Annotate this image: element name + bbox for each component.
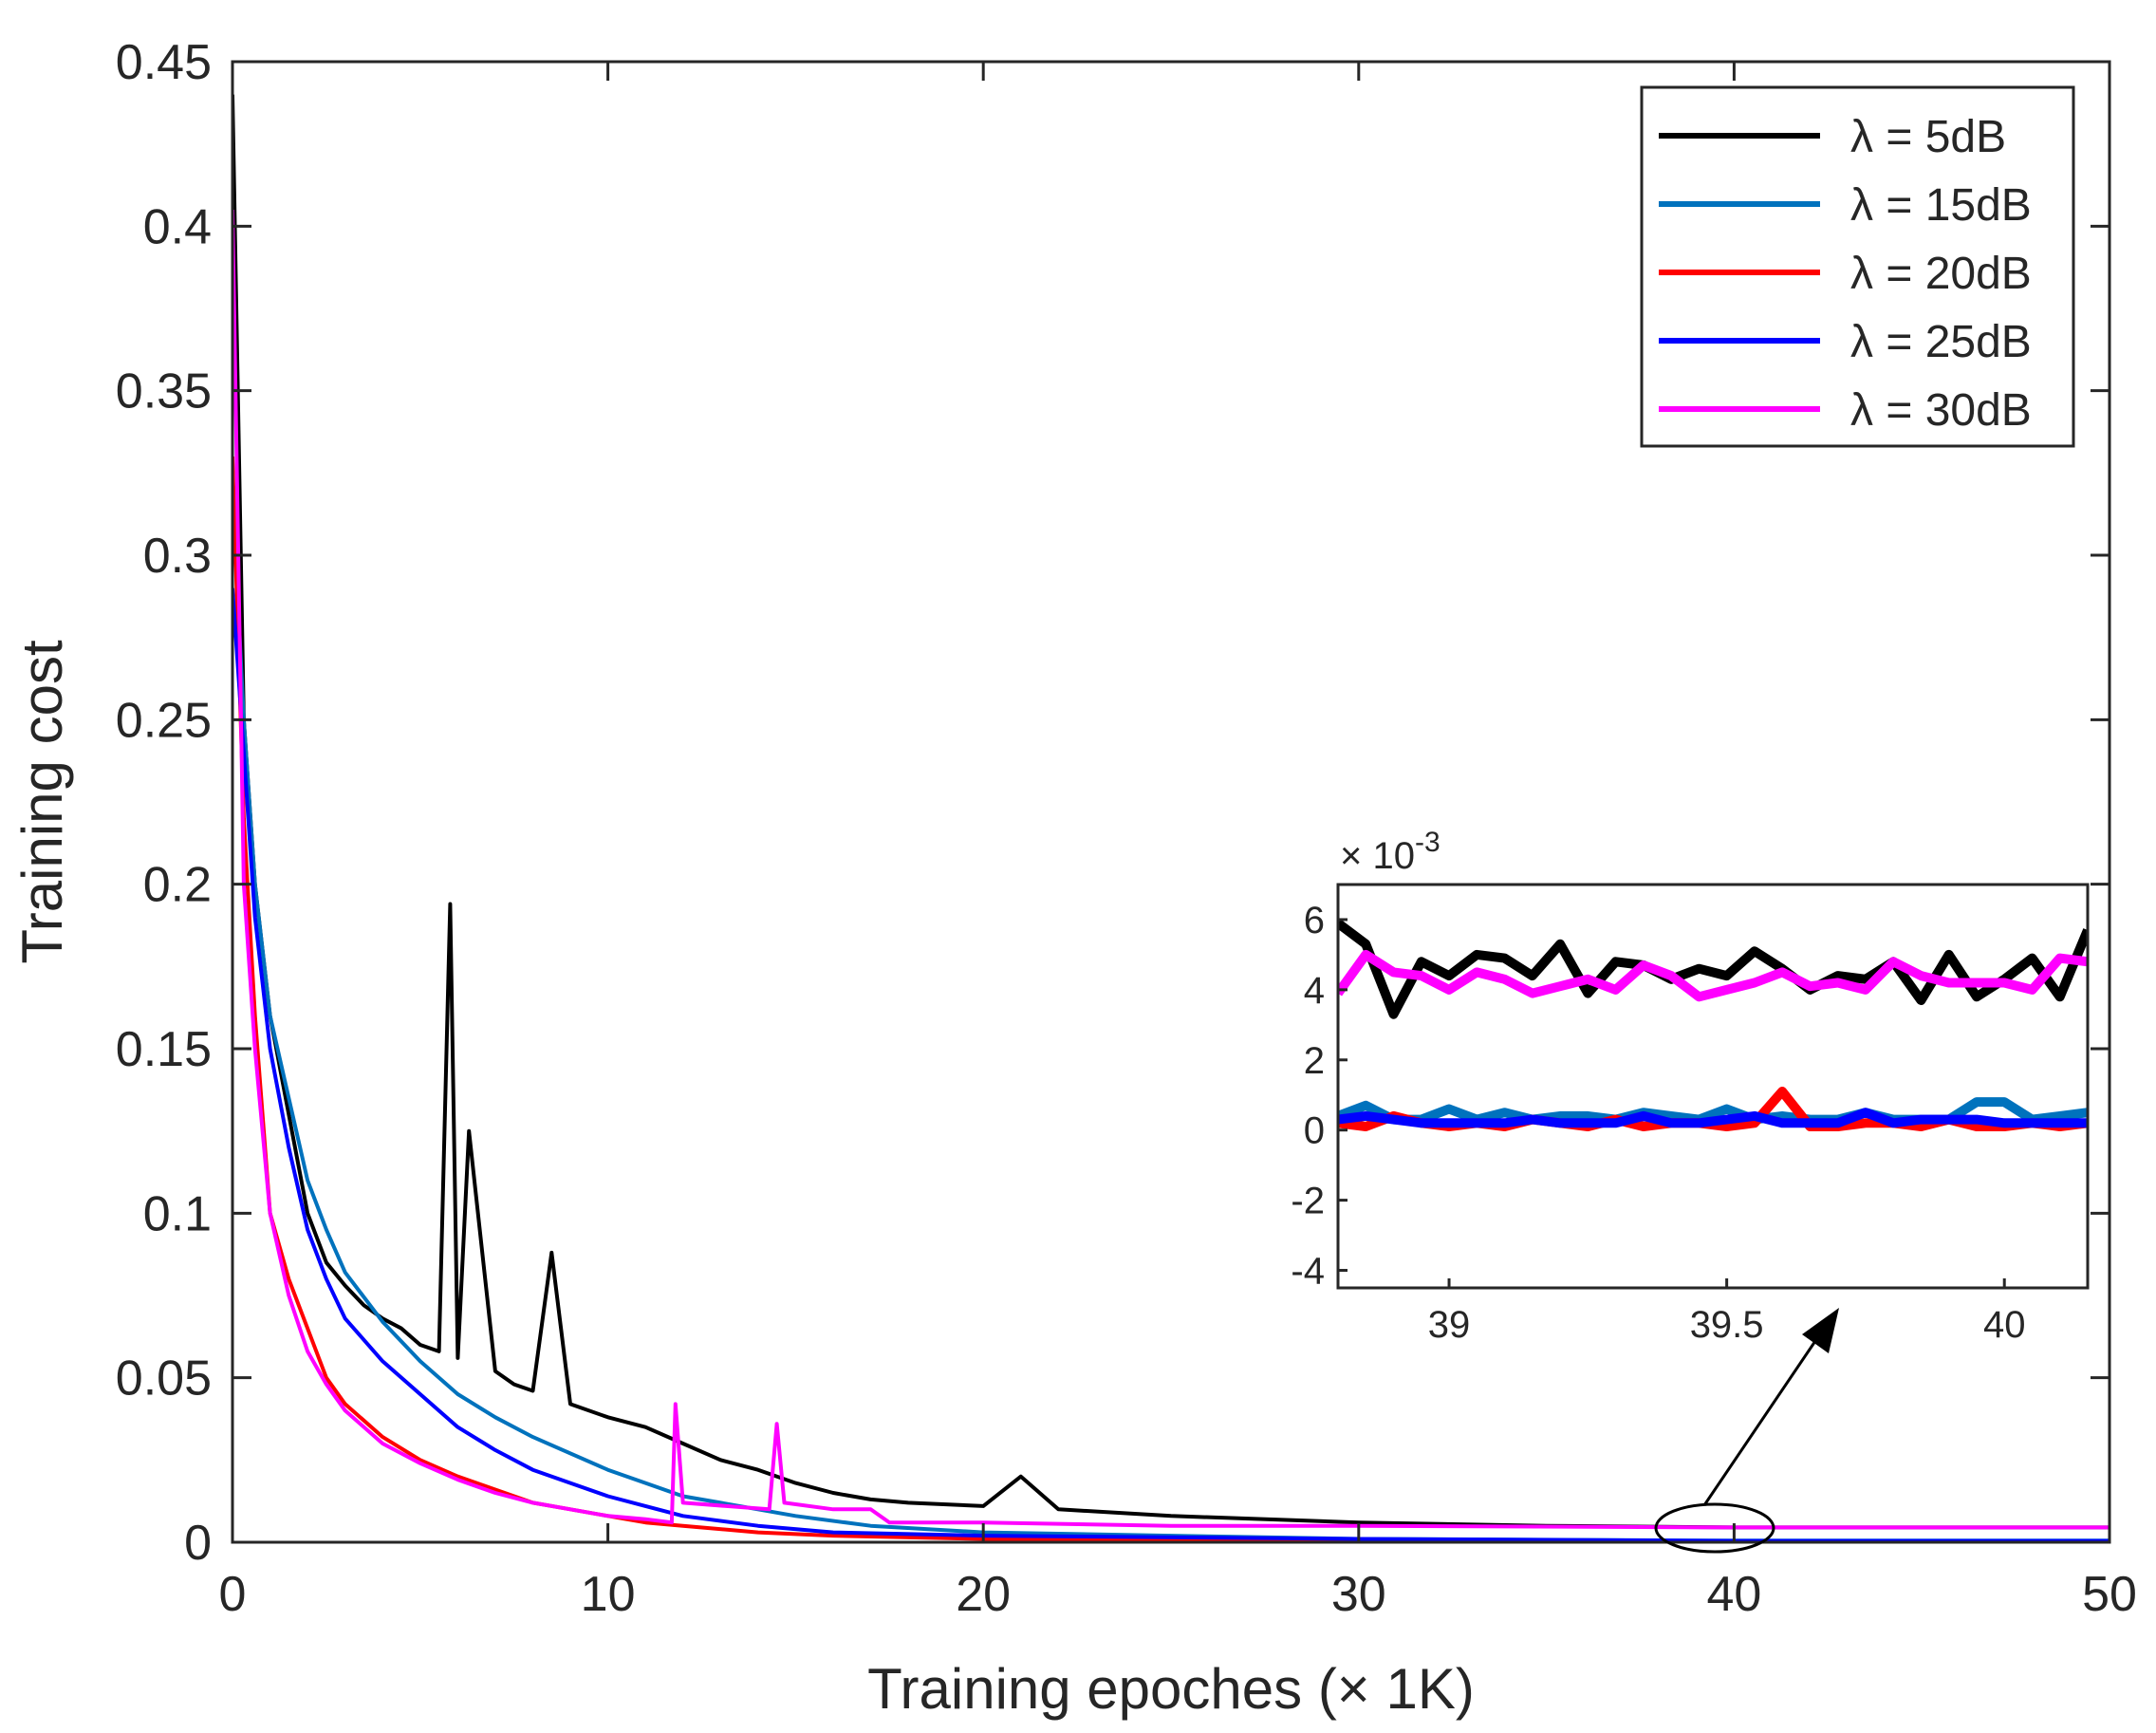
inset-y-tick-label: 0 bbox=[1304, 1110, 1325, 1152]
main-y-tick-label: 0.1 bbox=[143, 1186, 212, 1241]
x-axis-title: Training epoches (× 1K) bbox=[867, 1657, 1475, 1721]
y-axis-title: Training cost bbox=[10, 640, 74, 964]
zoom-ellipse bbox=[1654, 1502, 1775, 1554]
main-x-tick-label: 0 bbox=[219, 1567, 247, 1622]
inset-multiplier: × 10-3 bbox=[1340, 827, 1440, 877]
main-series-line-5 bbox=[232, 209, 2110, 1530]
inset-y-tick-label: -2 bbox=[1291, 1181, 1325, 1222]
inset-series-line-2 bbox=[1338, 1097, 2088, 1125]
main-series-line-2 bbox=[232, 489, 2110, 1542]
inset-ticks: 39 39.5 40 -4 -2 0 2 4 6 bbox=[1291, 900, 2025, 1346]
legend: λ = 5dB λ = 15dB λ = 20dB λ = 25dB λ = 30dB bbox=[1640, 85, 2075, 448]
inset-plot-lines bbox=[1338, 919, 2088, 1131]
inset-series-line-1 bbox=[1338, 919, 2088, 1019]
inset-plot-frame bbox=[1336, 883, 2090, 1290]
inset-x-tick-label: 39.5 bbox=[1690, 1304, 1764, 1346]
zoom-arrow-shaft bbox=[1702, 1337, 1819, 1506]
main-y-tick-label: 0.15 bbox=[116, 1022, 212, 1077]
zoom-arrow-head bbox=[1802, 1308, 1839, 1353]
main-plot-lines bbox=[232, 94, 2110, 1542]
main-axes: 0 10 20 30 40 5000.050.10.150.20.250.30.350.4… bbox=[116, 35, 2137, 1622]
main-x-tick-label: 20 bbox=[956, 1567, 1011, 1622]
inset-y-tick-label: -4 bbox=[1291, 1251, 1325, 1293]
main-y-tick-label: 0.2 bbox=[143, 858, 212, 913]
inset-series-line-5 bbox=[1338, 949, 2088, 1002]
inset-series-line-4 bbox=[1338, 1108, 2088, 1128]
inset-y-tick-label: 4 bbox=[1304, 970, 1325, 1012]
main-y-tick-label: 0.3 bbox=[143, 529, 212, 584]
main-x-tick-label: 10 bbox=[581, 1567, 636, 1622]
zoom-annotation bbox=[1654, 1308, 1839, 1554]
legend-label-5: λ = 30dB bbox=[1850, 385, 2032, 436]
main-series-line-4 bbox=[232, 587, 2110, 1542]
inset-y-tick-label: 6 bbox=[1304, 900, 1325, 941]
main-series-line-3 bbox=[232, 456, 2110, 1542]
main-x-tick-label: 40 bbox=[1706, 1567, 1761, 1622]
main-y-tick-label: 0.4 bbox=[143, 199, 212, 254]
main-series-line-1 bbox=[232, 94, 2110, 1530]
inset-x-tick-label: 39 bbox=[1428, 1304, 1471, 1346]
legend-label-1: λ = 5dB bbox=[1850, 112, 2006, 162]
main-x-tick-label: 50 bbox=[2082, 1567, 2137, 1622]
main-plot-frame bbox=[231, 60, 2111, 1544]
inset-background bbox=[1338, 885, 2088, 1288]
main-y-tick-label: 0.05 bbox=[116, 1351, 212, 1407]
main-y-tick-label: 0.45 bbox=[116, 35, 212, 90]
main-y-tick-label: 0.35 bbox=[116, 364, 212, 419]
main-ticks: 0 10 20 30 40 5000.050.10.150.20.250.30.350.4… bbox=[116, 35, 2137, 1622]
legend-label-3: λ = 20dB bbox=[1850, 249, 2032, 299]
legend-items: λ = 5dB λ = 15dB λ = 20dB λ = 25dB λ = 30dB bbox=[1659, 112, 2032, 436]
main-y-tick-label: 0 bbox=[184, 1516, 212, 1571]
inset-y-tick-label: 2 bbox=[1304, 1040, 1325, 1082]
legend-label-2: λ = 15dB bbox=[1850, 180, 2032, 231]
main-y-tick-label: 0.25 bbox=[116, 693, 212, 748]
inset-x-tick-label: 40 bbox=[1983, 1304, 2026, 1346]
inset-axes: 39 39.5 40 -4 -2 0 2 4 6 × 10-3 bbox=[1291, 827, 2090, 1346]
main-x-tick-label: 30 bbox=[1331, 1567, 1386, 1622]
legend-label-4: λ = 25dB bbox=[1850, 317, 2032, 367]
legend-box bbox=[1640, 85, 2075, 448]
